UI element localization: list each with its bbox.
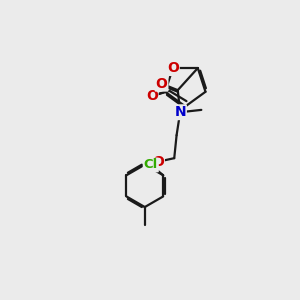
- Text: N: N: [174, 105, 186, 119]
- Text: Cl: Cl: [144, 158, 158, 171]
- Text: O: O: [167, 61, 179, 75]
- Text: O: O: [156, 77, 167, 91]
- Text: O: O: [152, 155, 164, 169]
- Text: O: O: [146, 89, 158, 103]
